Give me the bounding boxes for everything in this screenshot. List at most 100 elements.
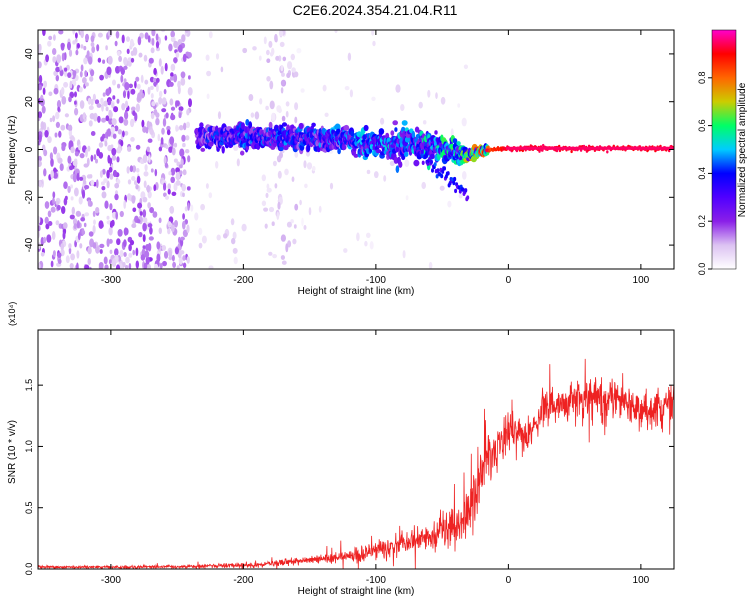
spectrogram-cell (100, 97, 104, 105)
spectrogram-cell (395, 145, 400, 153)
spectrogram-cell (265, 192, 269, 198)
spectrogram-cell (263, 36, 267, 45)
spectrogram-cell (127, 60, 132, 67)
spectrogram-cell (80, 217, 86, 222)
spectrogram-cell (40, 98, 45, 107)
spectrogram-cell (177, 85, 181, 95)
spectrogram-cell (53, 87, 59, 95)
spectrogram-cell (156, 241, 161, 250)
spectrogram-cell (294, 102, 299, 111)
spectrogram-cell (84, 70, 88, 78)
spectrogram-cell (188, 98, 192, 108)
spectrogram-cell (70, 146, 75, 154)
spectrogram-cell (129, 38, 134, 48)
spectrogram-cell (89, 174, 93, 179)
spectrogram-cell (278, 30, 284, 37)
spectrogram-cell (69, 165, 74, 171)
spectrogram-cell (175, 51, 180, 59)
spectrogram-cell (94, 99, 100, 105)
spectrogram-cell (132, 249, 135, 256)
spectrogram-cell (400, 104, 405, 111)
spectrogram-cell (106, 215, 110, 220)
spectrogram-cell (180, 71, 186, 79)
spectrogram-cell (143, 262, 148, 269)
spectrogram-cell (279, 41, 285, 48)
spectrogram-cell (447, 200, 452, 208)
spectrogram-cell (170, 224, 175, 233)
spectrogram-cell (261, 200, 267, 207)
colorbar-tick-label: 0.2 (697, 215, 707, 228)
spectrogram-cell (88, 105, 94, 110)
spectrogram-cell (90, 69, 95, 77)
spectrogram-cell (107, 55, 113, 65)
spectrogram-cell (104, 200, 109, 209)
spectrogram-cell (64, 67, 68, 72)
spectrogram-cell (107, 98, 112, 106)
spectrogram-cell (159, 262, 163, 269)
spectrogram-cell (138, 52, 143, 58)
spectrogram-cell (136, 83, 141, 90)
spectrogram-cell (187, 52, 192, 59)
spectrogram-cell (91, 45, 96, 54)
spectrogram-cell (85, 148, 88, 158)
spectrogram-cell (436, 168, 440, 173)
spectrogram-cell (435, 92, 438, 99)
spectrogram-cell (45, 54, 49, 63)
spectrogram-cell (108, 109, 112, 115)
spectrogram-cell (162, 260, 167, 267)
y-tick-label: -20 (24, 190, 35, 205)
spectrogram-cell (185, 149, 190, 154)
spectrogram-cell (170, 106, 176, 111)
spectrogram-cell (266, 58, 271, 63)
spectrogram-cell (236, 125, 240, 131)
spectrogram-cell (303, 225, 307, 230)
spectrogram-cell (96, 179, 99, 189)
spectrogram-cell (134, 80, 137, 89)
spectrogram-cell (78, 144, 82, 151)
spectrogram-cell (150, 85, 154, 90)
spectrogram-cell (179, 250, 185, 255)
spectrogram-cell (158, 146, 163, 152)
spectrogram-cell (130, 137, 135, 142)
spectrogram-cell (322, 84, 327, 92)
spectrogram-cell (169, 98, 174, 106)
spectrogram-cell (47, 40, 52, 47)
spectrogram-cell (76, 211, 82, 217)
spectrogram-cell (137, 92, 142, 102)
spectrogram-cell (67, 185, 71, 194)
spectrogram-cell (353, 153, 359, 158)
spectrogram-cell (300, 88, 305, 93)
spectrogram-cell (181, 134, 186, 142)
spectrogram-cell (281, 72, 285, 77)
spectrogram-cell (57, 157, 63, 164)
spectrogram-cell (46, 234, 52, 243)
spectrogram-cell (109, 173, 114, 180)
spectrogram-cell (299, 199, 302, 206)
spectrogram-cell (128, 263, 132, 269)
spectrogram-cell (121, 103, 126, 111)
spectrogram-cell (324, 112, 329, 118)
x-tick-label: 100 (633, 275, 650, 286)
spectrogram-cell (168, 249, 173, 258)
spectrogram-cell (44, 201, 50, 209)
y-tick-label: 1.0 (24, 440, 34, 453)
spectrogram-cell (106, 180, 110, 189)
spectrogram-cell (146, 146, 150, 152)
spectrogram-cell (64, 195, 68, 201)
spectrogram-cell (114, 193, 119, 201)
spectrogram-cell (164, 251, 169, 259)
spectrogram-cell (151, 37, 155, 46)
spectrogram-cell (127, 146, 132, 152)
spectrogram-cell (111, 258, 116, 267)
spectrogram-cell (115, 264, 121, 269)
spectrogram-x-label: Height of straight line (km) (298, 286, 415, 297)
spectrogram-cell (38, 49, 42, 55)
spectrogram-cell (146, 184, 150, 193)
spectrogram-cell (118, 116, 124, 124)
spectrogram-cell (160, 30, 166, 33)
spectrogram-cell (205, 54, 210, 61)
spectrogram-cell (108, 117, 114, 125)
spectrogram-cell (84, 264, 90, 269)
spectrogram-cell (456, 141, 461, 146)
